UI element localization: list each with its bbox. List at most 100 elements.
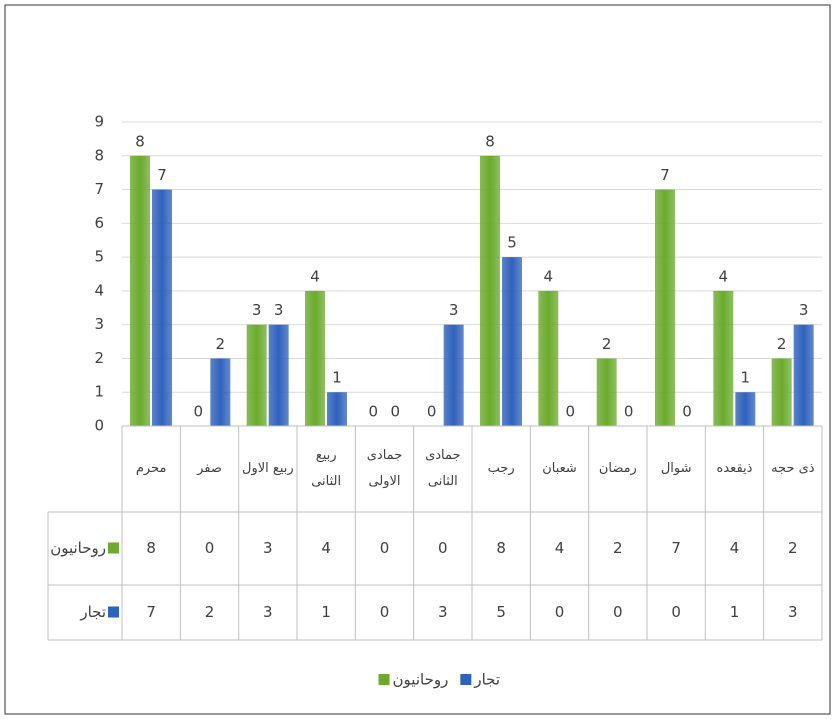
category-cell: ذیقعده xyxy=(716,461,753,476)
data-label: 3 xyxy=(799,301,809,319)
table-value: 0 xyxy=(205,539,215,557)
x-tick-label: ذیقعده xyxy=(716,461,753,476)
table-value: 1 xyxy=(321,603,331,621)
data-label: 0 xyxy=(566,403,576,421)
data-label: 0 xyxy=(391,403,401,421)
y-tick-label: 7 xyxy=(94,180,104,198)
data-label: 4 xyxy=(719,267,729,285)
table-value: 2 xyxy=(613,539,623,557)
table-value: 2 xyxy=(205,603,215,621)
bar xyxy=(735,392,756,426)
table-value: 3 xyxy=(438,603,448,621)
data-label: 7 xyxy=(157,166,167,184)
table-value: 0 xyxy=(380,603,390,621)
y-tick-label: 6 xyxy=(94,214,104,232)
y-tick-label: 0 xyxy=(94,417,104,435)
x-tick-label: رمضان xyxy=(598,461,637,476)
data-label: 0 xyxy=(369,403,379,421)
bar xyxy=(210,358,231,426)
table-value: 8 xyxy=(146,539,156,557)
bar xyxy=(502,257,522,426)
table-value: 1 xyxy=(730,603,740,621)
bar xyxy=(246,324,267,426)
bar xyxy=(305,290,325,426)
category-cell: شعبان xyxy=(542,461,577,476)
bar xyxy=(596,358,617,426)
y-tick-label: 2 xyxy=(94,349,104,367)
data-label: 2 xyxy=(602,335,612,353)
data-label: 5 xyxy=(507,234,517,252)
data-label: 0 xyxy=(624,403,634,421)
x-tick-label: محرم xyxy=(135,461,167,476)
table-value: 0 xyxy=(438,539,448,557)
bar xyxy=(443,324,464,426)
table-value: 3 xyxy=(788,603,798,621)
data-label: 0 xyxy=(682,403,692,421)
category-cell: ذی حجه xyxy=(771,461,815,476)
legend-label: تجار xyxy=(473,671,500,689)
data-label: 2 xyxy=(777,335,787,353)
x-tick-label: جمادی الاولی xyxy=(366,448,403,489)
bar xyxy=(130,155,150,426)
category-cell: شوال xyxy=(660,461,692,476)
table-value: 3 xyxy=(263,539,273,557)
table-value: 3 xyxy=(263,603,273,621)
chart-frame xyxy=(4,4,831,715)
data-label: 3 xyxy=(274,301,284,319)
table-value: 7 xyxy=(671,539,681,557)
bar xyxy=(268,324,289,426)
category-cell: محرم xyxy=(135,461,167,476)
data-label: 3 xyxy=(449,301,459,319)
category-cell: صفر xyxy=(197,461,222,476)
table-value: 0 xyxy=(380,539,390,557)
bar xyxy=(327,392,347,426)
table-value: 0 xyxy=(555,603,565,621)
bar xyxy=(793,324,814,426)
category-cell: رمضان xyxy=(598,461,637,476)
y-tick-label: 9 xyxy=(94,113,104,131)
x-tick-label: ربیع الاول xyxy=(242,461,294,476)
data-label: 4 xyxy=(310,267,320,285)
y-tick-label: 8 xyxy=(94,146,104,164)
y-tick-label: 4 xyxy=(94,281,104,299)
bar xyxy=(771,358,792,426)
x-tick-label: شعبان xyxy=(542,461,577,476)
x-tick-label: شوال xyxy=(660,461,692,476)
data-label: 3 xyxy=(252,301,262,319)
table-series-name: تجار xyxy=(79,603,106,621)
category-cell: جمادی الاولی xyxy=(366,448,403,489)
bar xyxy=(538,290,559,426)
table-value: 4 xyxy=(555,539,565,557)
data-label: 8 xyxy=(485,132,495,150)
y-tick-label: 5 xyxy=(94,248,104,266)
category-cell: رجب xyxy=(487,461,515,476)
table-legend-key xyxy=(108,606,119,618)
y-tick-label: 1 xyxy=(94,383,104,401)
x-tick-label: صفر xyxy=(197,461,222,476)
y-tick-label: 3 xyxy=(94,315,104,333)
data-label: 0 xyxy=(427,403,437,421)
table-series-name: روحانیون xyxy=(50,539,106,557)
data-label: 0 xyxy=(194,403,204,421)
table-value: 0 xyxy=(671,603,681,621)
category-cell: ربیع الاول xyxy=(242,461,294,476)
data-label: 7 xyxy=(660,166,670,184)
bar xyxy=(713,290,734,426)
table-value: 0 xyxy=(613,603,623,621)
table-value: 2 xyxy=(788,539,798,557)
legend-key xyxy=(460,674,472,685)
legend-label: روحانیون xyxy=(393,671,449,689)
table-legend-key xyxy=(108,542,119,554)
bar xyxy=(655,189,675,426)
data-label: 1 xyxy=(741,369,751,387)
table-value: 4 xyxy=(730,539,740,557)
table-value: 4 xyxy=(321,539,331,557)
table-value: 7 xyxy=(146,603,156,621)
data-label: 2 xyxy=(216,335,226,353)
category-cell: جمادی الثانی xyxy=(425,448,460,489)
x-tick-label: ربیع الثانی xyxy=(311,448,342,489)
category-cell: ربیع الثانی xyxy=(311,448,342,489)
legend-key xyxy=(378,674,390,685)
x-tick-label: رجب xyxy=(487,461,515,476)
bar xyxy=(152,189,172,426)
